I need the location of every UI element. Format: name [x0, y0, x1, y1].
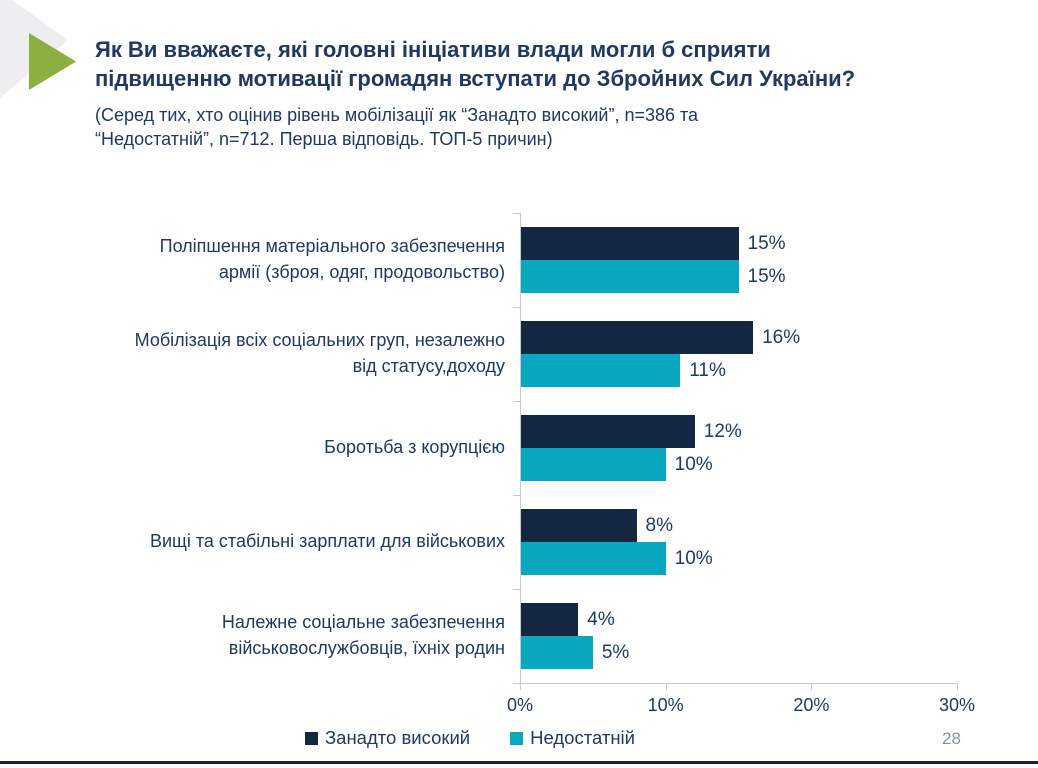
- x-axis-line: [520, 683, 958, 684]
- y-axis-line: [520, 213, 521, 683]
- chart-row: Поліпшення матеріального забезпечення ар…: [40, 213, 990, 307]
- bar-value-label: 4%: [587, 608, 615, 630]
- legend-item-insufficient: Недостатній: [510, 727, 635, 749]
- chart-legend: Занадто високий Недостатній: [40, 727, 900, 749]
- x-axis-tick: [957, 684, 958, 690]
- category-label: Поліпшення матеріального забезпечення ар…: [40, 213, 520, 307]
- y-axis-tick: [513, 213, 520, 214]
- x-tick-label: 0%: [506, 695, 534, 715]
- bar-too-high: 8%: [520, 509, 673, 542]
- bar-group: 12% 10%: [520, 401, 990, 495]
- page-subtitle: (Серед тих, хто оцінив рівень мобілізаці…: [95, 105, 699, 150]
- bar-insufficient: 15%: [520, 260, 786, 293]
- bar-insufficient: 10%: [520, 448, 713, 481]
- category-label-text: Мобілізація всіх соціальних груп, незале…: [134, 330, 505, 376]
- y-axis-tick: [513, 401, 520, 402]
- y-axis-tick: [513, 589, 520, 590]
- page-title: Як Ви вважаєте, які головні ініціативи в…: [95, 37, 856, 91]
- category-label-text: Боротьба з корупцією: [324, 437, 505, 458]
- category-label: Боротьба з корупцією: [40, 401, 520, 495]
- category-label-text: Вищі та стабільні зарплати для військови…: [150, 531, 505, 552]
- bar-value-label: 5%: [601, 641, 630, 663]
- legend-swatch-icon: [510, 731, 524, 745]
- bar-group: 16% 11%: [520, 307, 990, 401]
- slide-header: Як Ви вважаєте, які головні ініціативи в…: [95, 36, 1005, 152]
- bar-group: 8% 10%: [520, 495, 990, 589]
- bar-too-high: 16%: [520, 321, 800, 354]
- y-axis-tick: [513, 683, 520, 684]
- x-axis-tick: [520, 684, 521, 690]
- bar-value-label: 16%: [762, 326, 801, 348]
- category-label: Вищі та стабільні зарплати для військови…: [40, 495, 520, 589]
- bar-too-high: 12%: [520, 415, 742, 448]
- bar-chart: Поліпшення матеріального забезпечення ар…: [40, 213, 990, 715]
- chart-row: Боротьба з корупцією 12% 10%: [40, 401, 990, 495]
- x-axis-tick: [665, 684, 667, 690]
- bar-group: 4% 5%: [520, 589, 990, 683]
- chart-rows: Поліпшення матеріального забезпечення ар…: [40, 213, 990, 683]
- x-tick-label: 10%: [647, 695, 684, 715]
- bar-value-label: 10%: [674, 547, 713, 569]
- category-label: Мобілізація всіх соціальних груп, незале…: [40, 307, 520, 401]
- bar-value-label: 15%: [747, 232, 786, 254]
- bar-value-label: 12%: [703, 420, 742, 442]
- category-label-text: Поліпшення матеріального забезпечення ар…: [159, 236, 505, 282]
- bar-value-label: 10%: [674, 453, 713, 475]
- bar-insufficient: 11%: [520, 354, 726, 387]
- x-tick-label: 20%: [793, 695, 830, 715]
- legend-label: Недостатній: [530, 727, 635, 748]
- chart-row: Належне соціальне забезпечення військово…: [40, 589, 990, 683]
- chart-row: Вищі та стабільні зарплати для військови…: [40, 495, 990, 589]
- y-axis-tick: [513, 307, 520, 308]
- category-label: Належне соціальне забезпечення військово…: [40, 589, 520, 683]
- y-axis-tick: [513, 495, 520, 496]
- x-axis-tick: [811, 684, 813, 690]
- legend-label: Занадто високий: [325, 727, 471, 748]
- bar-insufficient: 5%: [520, 636, 629, 669]
- bar-value-label: 11%: [689, 359, 726, 381]
- page-number: 28: [942, 729, 961, 748]
- category-label-text: Належне соціальне забезпечення військово…: [221, 612, 505, 658]
- bottom-rule: [0, 761, 1038, 764]
- bar-insufficient: 10%: [520, 542, 713, 575]
- bar-group: 15% 15%: [520, 213, 990, 307]
- bar-too-high: 15%: [520, 227, 786, 260]
- x-tick-label: 30%: [938, 695, 976, 715]
- chart-row: Мобілізація всіх соціальних груп, незале…: [40, 307, 990, 401]
- legend-swatch-icon: [305, 731, 318, 745]
- bar-too-high: 4%: [520, 603, 615, 636]
- bar-value-label: 15%: [747, 265, 786, 287]
- bar-value-label: 8%: [645, 514, 673, 536]
- legend-item-too-high: Занадто високий: [305, 727, 470, 749]
